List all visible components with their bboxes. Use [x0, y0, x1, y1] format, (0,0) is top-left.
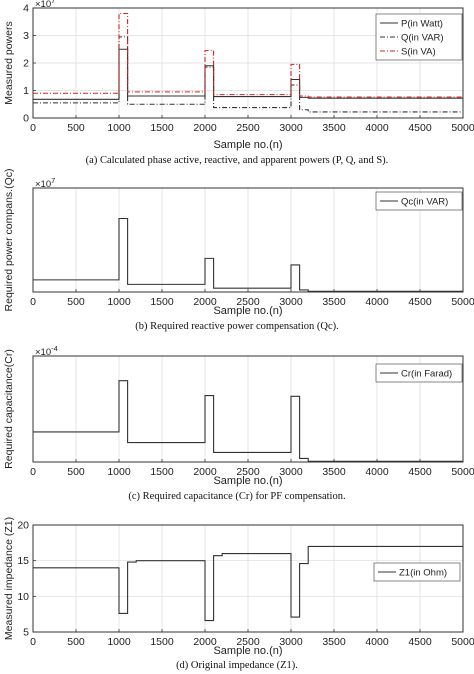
- chart-panel-1: 0 500 1000 1500 2000 2500 3000 3500 4000 4500 5000…: [3, 0, 474, 166]
- chart-panel-3: 0 500 1000 1500 2000 2500 3000 3500 4000 4500 5000…: [3, 344, 474, 502]
- y-axis-label: Measured impedance (Z1): [3, 517, 15, 640]
- legend-label: Z1(in Ohm): [399, 568, 447, 579]
- series-line-1: [33, 380, 463, 462]
- x-tick-label: 3000: [279, 466, 303, 478]
- x-tick-label: 2500: [236, 122, 260, 134]
- legend-box: [375, 363, 463, 383]
- x-axis-label: Sample no.(n): [213, 475, 282, 487]
- y-axis-label: Measured powers: [3, 21, 15, 104]
- chart-panel-2: 0 500 1000 1500 2000 2500 3000 3500 4000 4500 5000…: [3, 169, 474, 332]
- x-tick-label: 2000: [193, 636, 217, 648]
- x-tick-label: 500: [67, 296, 85, 308]
- x-tick-label: 4500: [408, 466, 432, 478]
- x-tick-label: 5000: [451, 122, 474, 134]
- x-tick-label: 1000: [107, 296, 131, 308]
- x-tick-label: 500: [67, 122, 85, 134]
- x-tick-label: 3500: [322, 466, 346, 478]
- legend: Z1(in Ohm): [373, 562, 461, 582]
- x-tick-label: 3500: [322, 296, 346, 308]
- y-axis-label: Required power compans.(Qc): [3, 169, 15, 312]
- series-line-1: [33, 545, 463, 622]
- legend-label: Cr(in Farad): [401, 369, 452, 380]
- figure-caption: (c) Required capacitance (Cr) for PF com…: [128, 491, 345, 502]
- x-tick-label: 2500: [236, 296, 260, 308]
- legend-label: Q(in VAR): [401, 33, 444, 44]
- y-tick-label: 2: [23, 58, 29, 70]
- x-tick-label: 1500: [150, 122, 174, 134]
- x-axis-label: Sample no.(n): [213, 305, 282, 317]
- legend-label: Qc(in VAR): [401, 197, 448, 208]
- x-tick-label: 4000: [365, 636, 389, 648]
- legend: P(in Watt) Q(in VAR) S(in VA): [375, 13, 463, 61]
- y-tick-label: 15: [17, 555, 29, 567]
- chart-panel-4: 0 500 1000 1500 2000 2500 3000 3500 4000 4500 5000…: [3, 517, 474, 671]
- x-tick-label: 2000: [193, 296, 217, 308]
- x-tick-label: 0: [30, 122, 36, 134]
- y-tick-label: 4: [23, 3, 29, 15]
- axis-exponent: ×107: [35, 0, 55, 10]
- x-tick-label: 4000: [365, 296, 389, 308]
- x-tick-label: 1000: [107, 122, 131, 134]
- x-tick-label: 0: [30, 636, 36, 648]
- x-tick-label: 2500: [236, 466, 260, 478]
- x-axis-label: Sample no.(n): [213, 139, 282, 151]
- x-tick-label: 1500: [150, 636, 174, 648]
- x-tick-label: 4000: [365, 466, 389, 478]
- series-line-3: [33, 12, 463, 98]
- legend: Cr(in Farad): [375, 363, 463, 383]
- figure-caption: (b) Required reactive power compensation…: [135, 321, 339, 332]
- x-tick-label: 1500: [150, 296, 174, 308]
- x-tick-label: 4500: [408, 122, 432, 134]
- x-tick-label: 3000: [279, 296, 303, 308]
- axis-exponent: ×10-4: [35, 344, 58, 358]
- legend-box: [373, 562, 461, 582]
- x-tick-label: 4000: [365, 122, 389, 134]
- x-tick-label: 3500: [322, 122, 346, 134]
- x-tick-label: 1000: [107, 466, 131, 478]
- y-axis-label: Required capacitance(Cr): [3, 349, 15, 469]
- legend-label: P(in Watt): [401, 19, 443, 30]
- y-tick-label: 3: [23, 30, 29, 42]
- x-tick-label: 4500: [408, 636, 432, 648]
- x-tick-label: 500: [67, 636, 85, 648]
- x-tick-label: 5000: [451, 466, 474, 478]
- x-tick-label: 2000: [193, 466, 217, 478]
- y-tick-label: 1: [23, 85, 29, 97]
- legend-label: S(in VA): [401, 47, 436, 58]
- x-tick-label: 4500: [408, 296, 432, 308]
- x-tick-label: 3500: [322, 636, 346, 648]
- x-axis-label: Sample no.(n): [213, 645, 282, 657]
- y-tick-label: 10: [17, 591, 29, 603]
- figure-caption: (a) Calculated phase active, reactive, a…: [86, 155, 389, 166]
- x-tick-label: 5000: [451, 636, 474, 648]
- x-tick-label: 1500: [150, 466, 174, 478]
- figure-caption: (d) Original impedance (Z1).: [176, 660, 298, 671]
- x-tick-label: 2000: [193, 122, 217, 134]
- legend-box: [375, 191, 463, 211]
- x-tick-label: 3000: [279, 636, 303, 648]
- y-tick-label: 0: [23, 113, 29, 125]
- series-line-2: [33, 36, 463, 113]
- x-tick-label: 2500: [236, 636, 260, 648]
- x-tick-label: 1000: [107, 636, 131, 648]
- x-tick-label: 0: [30, 296, 36, 308]
- x-tick-label: 0: [30, 466, 36, 478]
- series-line-1: [33, 217, 463, 292]
- x-tick-label: 5000: [451, 296, 474, 308]
- y-tick-label: 20: [17, 520, 29, 532]
- y-tick-label: 5: [23, 627, 29, 639]
- x-tick-label: 500: [67, 466, 85, 478]
- axis-exponent: ×107: [35, 176, 55, 190]
- x-tick-label: 3000: [279, 122, 303, 134]
- legend: Qc(in VAR): [375, 191, 463, 211]
